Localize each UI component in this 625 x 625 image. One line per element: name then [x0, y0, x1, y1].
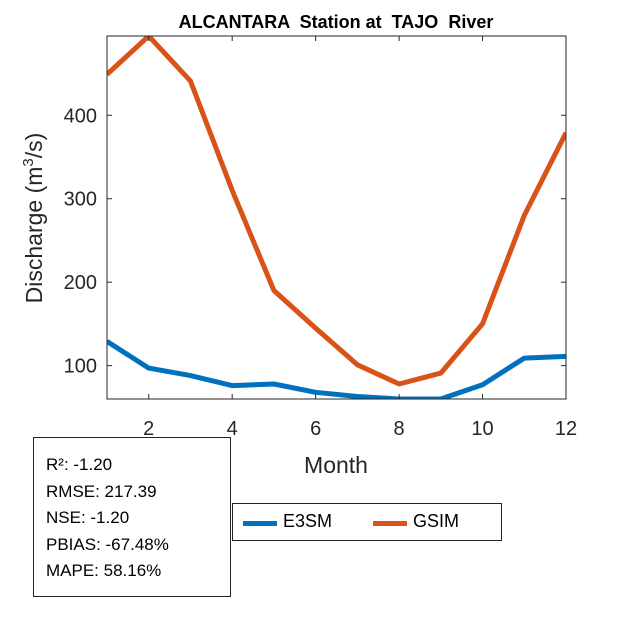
stat-r2: R²: -1.20 [46, 455, 113, 474]
legend: E3SM GSIM [232, 503, 502, 541]
x-tick-label: 6 [310, 418, 321, 440]
x-tick-label: 8 [394, 418, 405, 440]
y-tick-label: 300 [64, 189, 97, 211]
plot-area: 2 4 6 8 10 12 100 200 300 400 [64, 35, 577, 440]
legend-swatch-gsim [373, 521, 407, 526]
legend-swatch-e3sm [243, 521, 277, 526]
y-axis-label-sup: 3 [20, 158, 37, 166]
x-tick-label: 12 [555, 418, 577, 440]
y-tick-label: 200 [64, 272, 97, 294]
plot-frame [106, 35, 567, 400]
stat-rmse: RMSE: 217.39 [46, 481, 157, 501]
plot-background [107, 36, 566, 399]
x-tick-label: 10 [471, 418, 493, 440]
series-line-e3sm [107, 339, 566, 399]
legend-label-gsim: GSIM [413, 511, 460, 531]
y-axis-label-after: /s) [21, 133, 47, 159]
stat-mape: MAPE: 58.16% [46, 561, 162, 580]
stat-pbias: PBIAS: -67.48% [46, 534, 169, 554]
y-axis-label-before: Discharge (m [21, 167, 47, 304]
series-line-gsim [107, 36, 566, 387]
stat-nse: NSE: -1.20 [46, 508, 130, 527]
chart-title: ALCANTARA Station at TAJO River [179, 12, 494, 32]
legend-label-e3sm: E3SM [283, 511, 333, 531]
x-axis-label: Month [304, 452, 368, 478]
x-tick-label: 4 [227, 418, 238, 440]
y-tick-label: 100 [64, 356, 97, 378]
y-axis-label: Discharge (m3/s) [20, 133, 47, 304]
y-tick-label: 400 [64, 105, 97, 127]
stats-box: R²: -1.20 RMSE: 217.39 NSE: -1.20 PBIAS:… [33, 437, 231, 597]
x-tick-label: 2 [143, 418, 154, 440]
